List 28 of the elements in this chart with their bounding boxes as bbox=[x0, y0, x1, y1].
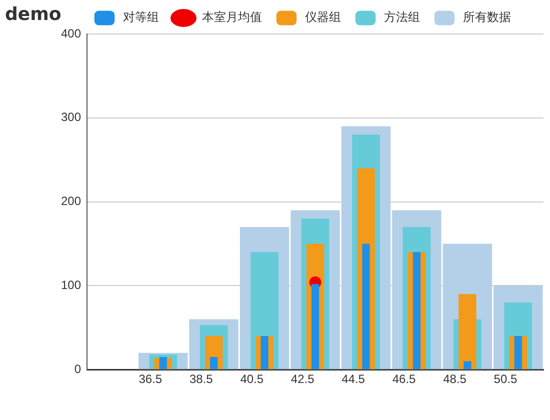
bar bbox=[210, 357, 218, 370]
bar bbox=[514, 336, 522, 370]
y-tick-label: 0 bbox=[74, 362, 82, 376]
y-tick-label: 100 bbox=[60, 278, 82, 292]
y-tick-label: 400 bbox=[60, 26, 82, 40]
bar bbox=[362, 244, 370, 370]
legend-label: 本室月均值 bbox=[202, 10, 262, 24]
bar bbox=[311, 284, 320, 370]
x-tick-label: 44.5 bbox=[342, 372, 366, 386]
bar bbox=[412, 252, 421, 370]
legend-label: 仪器组 bbox=[305, 10, 341, 24]
x-tick-label: 40.5 bbox=[240, 372, 264, 386]
bar bbox=[260, 336, 268, 370]
legend-label: 所有数据 bbox=[463, 10, 511, 24]
x-tick-label: 42.5 bbox=[290, 372, 315, 386]
x-tick-label: 46.5 bbox=[392, 372, 416, 386]
legend-label: 方法组 bbox=[384, 10, 420, 24]
chart-title: demo bbox=[5, 4, 62, 25]
y-tick-label: 200 bbox=[60, 194, 82, 208]
bar bbox=[464, 361, 472, 370]
y-tick-label: 300 bbox=[60, 110, 82, 124]
x-tick-label: 38.5 bbox=[189, 372, 214, 386]
x-tick-label: 50.5 bbox=[494, 372, 518, 386]
legend-label: 对等组 bbox=[123, 10, 159, 24]
x-tick-label: 48.5 bbox=[443, 372, 467, 386]
bar bbox=[458, 294, 476, 370]
x-tick-label: 36.5 bbox=[138, 372, 162, 386]
bar bbox=[159, 357, 167, 370]
